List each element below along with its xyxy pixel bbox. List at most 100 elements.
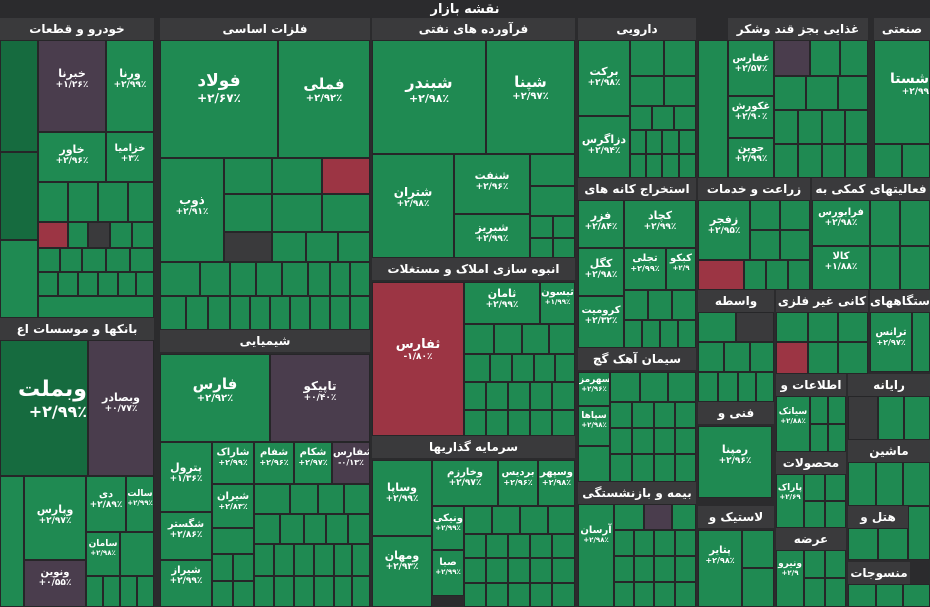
- tile-shakam[interactable]: شکام +۲/۹۷٪: [294, 442, 332, 484]
- tile-shagostar[interactable]: شگستر +۲/۸۶٪: [160, 512, 212, 560]
- tile-vapars[interactable]: وپارس +۲/۹۷٪: [24, 476, 86, 560]
- sector-header-faaliat[interactable]: فعالیتهای کمکی به: [812, 178, 930, 200]
- tile-tanfars[interactable]: ثفارس -۱/۸۰٪: [372, 282, 464, 436]
- tile-terans[interactable]: ترانس +۲/۹۷٪: [870, 312, 912, 372]
- sector-header-lastik[interactable]: لاستیک و: [698, 506, 774, 528]
- sector-header-sanati[interactable]: صنعتی: [874, 18, 930, 40]
- sector-header-dastgah[interactable]: دستگاههای: [870, 290, 930, 312]
- tile-shanaft[interactable]: شنفت +۲/۹۶٪: [454, 154, 530, 214]
- tile-vamahan[interactable]: ومهان +۲/۹۳٪: [372, 536, 432, 607]
- tile-zob[interactable]: ذوب +۲/۹۱٪: [160, 158, 224, 262]
- tile-hotel-side[interactable]: [908, 506, 930, 560]
- sector-header-khodro[interactable]: خودرو و قطعات: [0, 18, 154, 40]
- tile-sharak[interactable]: شاراک +۲/۹۹٪: [212, 442, 254, 484]
- tile-shiraz[interactable]: شیراز +۲/۹۹٪: [160, 560, 212, 607]
- sector-header-fani[interactable]: فنی و: [698, 402, 774, 424]
- sector-header-bimeh[interactable]: بیمه و بازنشستگی: [578, 482, 696, 504]
- tile-shepna[interactable]: شپنا +۲/۹۷٪: [486, 40, 575, 154]
- tile-vabardis[interactable]: بردیس +۲/۹۶٪: [498, 460, 538, 506]
- sector-header-mansoojat[interactable]: منسوجات: [848, 562, 910, 584]
- tile-femli[interactable]: فملی +۲/۹۲٪: [278, 40, 370, 158]
- tile-di[interactable]: دی +۲/۸۹٪: [86, 476, 126, 532]
- tile-tapiko[interactable]: تاپیکو +۰/۴۰٪: [270, 354, 370, 442]
- tile-saman[interactable]: ثامان +۲/۹۹٪: [464, 282, 540, 324]
- tile-arasan[interactable]: آرسان +۲/۹۸٪: [578, 504, 614, 607]
- sector-header-hotel[interactable]: هتل و: [848, 506, 908, 528]
- tile-kromit[interactable]: کرومیت +۲/۳۲٪: [578, 296, 624, 348]
- tile-shabriz[interactable]: شبریز +۲/۹۹٪: [454, 214, 530, 258]
- tile-zafjar[interactable]: زفجر +۲/۹۵٪: [698, 200, 750, 260]
- tile-ghazaei-side[interactable]: [698, 40, 728, 178]
- tile-vbmellat[interactable]: وبملت +۲/۹۹٪: [0, 340, 88, 476]
- sector-header-felezat[interactable]: فلزات اساسی: [160, 18, 370, 40]
- tile-petrol[interactable]: پترول +۱/۳۶٪: [160, 442, 212, 512]
- tile-farabours[interactable]: فرابورس +۲/۹۸٪: [812, 200, 870, 246]
- tile-khodro-3[interactable]: [0, 240, 38, 318]
- tile-vakharazm[interactable]: وخارزم +۲/۹۷٪: [432, 460, 498, 506]
- tile-sahrmaz[interactable]: سهرمز +۲/۹۶٪: [578, 372, 610, 406]
- tile-kegol[interactable]: کگل +۲/۹۸٪: [578, 248, 624, 296]
- tile-jovein[interactable]: جوین +۲/۹۹٪: [728, 138, 774, 178]
- tile-vasebah[interactable]: صبا +۲/۹۹٪: [432, 550, 464, 596]
- tile-yasoon[interactable]: ثبسون +۱/۹۹٪: [540, 282, 575, 324]
- tile-sepaha[interactable]: سپاها +۲/۹۸٪: [578, 406, 610, 446]
- tile-tajli[interactable]: تجلی +۲/۹۹٪: [624, 248, 666, 290]
- tile-shabandar[interactable]: شبندر +۲/۹۸٪: [372, 40, 486, 154]
- tile-kala[interactable]: کالا +۱/۸۸٪: [812, 246, 870, 290]
- tile-vabsader[interactable]: وبصادر +۰/۷۷٪: [88, 340, 154, 476]
- tile-barkat[interactable]: برکت +۲/۹۸٪: [578, 40, 630, 116]
- tile-nirou[interactable]: ونیرو +۲/۹: [776, 550, 804, 607]
- tile-khabahman[interactable]: خبرنا +۱/۲۶٪: [38, 40, 106, 132]
- tile-siatak[interactable]: سیاتک +۲/۸۸٪: [776, 396, 810, 452]
- tile-shetran[interactable]: شتران +۲/۹۸٪: [372, 154, 454, 258]
- tile-bank-x[interactable]: [0, 476, 24, 607]
- tile-shasta[interactable]: شستا +۲/۹۹: [874, 40, 930, 144]
- tile-patir[interactable]: پتایر +۲/۹۸٪: [698, 530, 742, 607]
- tile-khodro-big[interactable]: [0, 40, 38, 152]
- tile-bank-y[interactable]: [120, 532, 154, 576]
- tile-shiran[interactable]: شیران +۲/۸۳٪: [212, 484, 254, 528]
- sector-header-mahsoolat[interactable]: محصولات: [776, 452, 846, 474]
- tile-shafam[interactable]: شفام +۲/۹۶٪: [254, 442, 294, 484]
- sector-header-sarmaye[interactable]: سرمایه گذاریها: [372, 436, 575, 458]
- tile-remina[interactable]: رمپنا +۲/۹۶٪: [698, 426, 772, 498]
- tile-fazar[interactable]: فزر +۲/۸۴٪: [578, 200, 624, 248]
- tile-saman2[interactable]: سامان +۲/۹۸٪: [86, 532, 120, 576]
- tile-siman-x[interactable]: [578, 446, 610, 482]
- tile-vonvin[interactable]: ونوین +۰/۵۵٪: [24, 560, 86, 607]
- sector-header-estekhraj[interactable]: استخراج کانه های: [578, 178, 696, 200]
- sector-header-kani[interactable]: کانی غیر فلزی: [776, 290, 868, 312]
- sector-header-siman[interactable]: سیمان آهک گچ: [578, 348, 696, 370]
- sector-header-zeraat[interactable]: زراعت و خدمات: [698, 178, 810, 200]
- tile-safars[interactable]: شفارس -۰/۱۳٪: [332, 442, 370, 484]
- sector-header-etelaat[interactable]: اطلاعات و: [776, 374, 846, 396]
- tile-kaboko[interactable]: کبکو +۲/۹: [666, 248, 696, 290]
- tile-ghafars[interactable]: غفارس +۲/۵۷٪: [728, 40, 774, 96]
- tile-foolad[interactable]: فولاد +۲/۶۷٪: [160, 40, 278, 158]
- sector-header-ghazaei[interactable]: غذایی بجز قند وشکر: [728, 18, 868, 40]
- sector-header-rayaneh[interactable]: رایانه: [848, 374, 930, 396]
- sector-header-arzeh[interactable]: عرضه: [776, 528, 846, 550]
- sector-header-mashin[interactable]: ماشین: [848, 440, 930, 462]
- sector-header-shimiaei[interactable]: شیمیایی: [160, 330, 370, 352]
- tile-ghakurosh[interactable]: غکورش +۲/۹۰٪: [728, 96, 774, 138]
- tile-khavar[interactable]: خاور +۲/۹۶٪: [38, 132, 106, 182]
- sector-header-faravarde[interactable]: فرآورده های نفتی: [372, 18, 575, 40]
- tile-vaniki[interactable]: ونیکی +۲/۹۹٪: [432, 506, 464, 550]
- sector-header-banks[interactable]: بانکها و موسسات اع: [0, 318, 154, 340]
- tile-barak[interactable]: پاراک +۲/۶۹: [776, 474, 804, 528]
- tile-vasapahr[interactable]: وسپهر +۲/۹۸٪: [538, 460, 575, 506]
- tile-vasapa[interactable]: وساپا +۲/۹۹٪: [372, 460, 432, 536]
- sector-header-daroei[interactable]: دارویی: [578, 18, 696, 40]
- tile-zeraat-red[interactable]: [698, 260, 744, 290]
- sector-header-vaseteh[interactable]: واسطه: [698, 290, 774, 312]
- tile-khazamia[interactable]: خزامیا +۳٪: [106, 132, 154, 182]
- tile-varena[interactable]: ورنا +۲/۹۹٪: [106, 40, 154, 132]
- tile-kchad[interactable]: کچاد +۲/۹۹٪: [624, 200, 696, 248]
- tile-khodro-big2[interactable]: [0, 152, 38, 240]
- tile-vasalat[interactable]: سالت +۲/۹۹٪: [126, 476, 154, 532]
- tile-dazagros[interactable]: دزاگرس +۲/۹۴٪: [578, 116, 630, 178]
- sector-header-anbooh[interactable]: انبوه سازی املاک و مستغلات: [372, 258, 575, 280]
- tile-dastgah-side[interactable]: [912, 312, 930, 372]
- tile-fars[interactable]: فارس +۲/۹۲٪: [160, 354, 270, 442]
